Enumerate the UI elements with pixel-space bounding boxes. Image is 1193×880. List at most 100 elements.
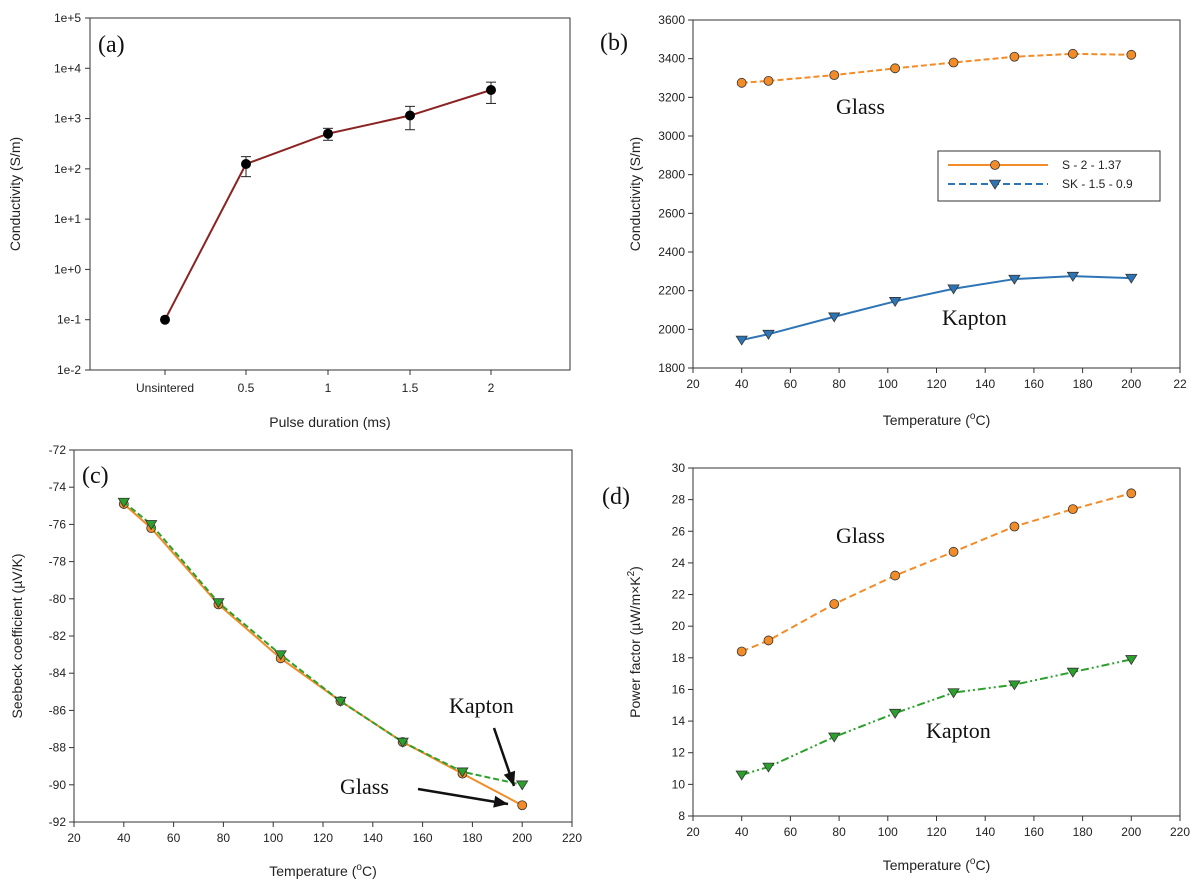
data-point <box>736 77 747 88</box>
data-point <box>1125 655 1138 666</box>
y-tick-label: 1e+3 <box>54 112 81 126</box>
y-tick-label: 2200 <box>658 284 685 298</box>
y-tick-label: 14 <box>672 714 686 728</box>
data-point <box>888 297 902 308</box>
panel-label: (b) <box>600 30 628 56</box>
x-tick-label: 180 <box>462 831 482 845</box>
panel-d: 8 10 12 14 16 18 20 22 24 26 28 30 20 40 60 80 100 120 140… <box>602 461 1190 873</box>
y-tick-label: 2400 <box>658 245 685 259</box>
y-tick-label: 22 <box>672 588 686 602</box>
panel-label: (c) <box>82 463 109 489</box>
series-line <box>123 501 523 786</box>
y-tick-label: 1e+0 <box>54 262 81 276</box>
x-axis-label-text: Temperature ( <box>269 863 356 879</box>
series-line <box>741 658 1132 776</box>
x-tick-label: 1 <box>325 381 332 395</box>
x-tick-label: 220 <box>1170 825 1190 839</box>
data-point <box>241 158 251 169</box>
y-tick-label: 16 <box>672 682 686 696</box>
x-tick-label: Unsintered <box>136 381 194 395</box>
y-tick-label: 3600 <box>658 13 685 27</box>
x-tick-label: 140 <box>363 831 383 845</box>
y-tick-label: -76 <box>49 517 67 531</box>
data-point <box>160 314 170 325</box>
x-axis-label: Temperature (oC) <box>883 411 991 428</box>
series-line <box>123 503 523 807</box>
y-tick-label: -80 <box>49 592 67 606</box>
data-point <box>829 599 840 609</box>
x-tick-label: 200 <box>1121 825 1141 839</box>
panel-c: -92 -90 -88 -86 -84 -82 -80 -78 -76 -74 -72 20 40 60 8… <box>9 443 582 879</box>
data-point <box>828 732 841 743</box>
data-point <box>828 312 841 323</box>
plot-frame <box>73 449 573 823</box>
x-axis-label-suffix: C) <box>362 863 377 879</box>
y-tick-label: 2000 <box>658 322 685 336</box>
arrow-shaft <box>417 787 509 806</box>
y-tick-label: -90 <box>49 778 67 792</box>
y-tick-label: 1e+1 <box>54 212 81 226</box>
series-line <box>741 52 1132 84</box>
x-tick-label: 140 <box>975 825 995 839</box>
legend-box <box>937 150 1161 202</box>
data-point <box>735 770 748 781</box>
y-tick-label: -86 <box>49 703 67 717</box>
x-axis-label-suffix: C) <box>975 412 990 428</box>
data-point <box>1126 488 1137 499</box>
legend-marker <box>990 160 1000 170</box>
legend-entry: S - 2 - 1.37 <box>1062 158 1122 172</box>
y-tick-label: 1e-2 <box>57 363 81 377</box>
x-axis-label: Temperature (oC) <box>269 862 377 879</box>
data-point <box>274 650 287 661</box>
annotation-label: Glass <box>836 94 885 119</box>
y-tick-label: 20 <box>672 619 686 633</box>
x-tick-label: 120 <box>926 377 946 391</box>
x-axis-label-sup: o <box>970 856 976 867</box>
x-axis-label-suffix: C) <box>975 857 990 873</box>
x-tick-label: 60 <box>784 825 798 839</box>
data-point <box>1009 51 1020 62</box>
x-tick-label: 100 <box>263 831 283 845</box>
x-tick-label: 40 <box>735 825 749 839</box>
x-tick-label: 20 <box>686 825 700 839</box>
data-point <box>1067 504 1078 515</box>
data-point <box>947 688 960 699</box>
data-point <box>1009 521 1020 532</box>
x-tick-label: 160 <box>1024 377 1044 391</box>
y-tick-label: 18 <box>672 651 686 665</box>
data-point <box>762 762 775 773</box>
data-point <box>396 737 409 748</box>
y-axis-label-text: Power factor (µW/m×K <box>627 576 643 718</box>
y-axis-label: Power factor (µW/m×K2) <box>626 566 643 718</box>
data-point <box>888 708 902 719</box>
y-tick-label: 24 <box>672 556 686 570</box>
annotation-label: Kapton <box>942 305 1007 330</box>
x-tick-label: 220 <box>562 831 582 845</box>
x-axis-label-sup: o <box>970 411 976 422</box>
y-tick-label: 8 <box>678 809 685 823</box>
annotation-label: Kapton <box>449 693 514 718</box>
x-tick-label: 20 <box>67 831 81 845</box>
data-point <box>456 767 469 778</box>
annotation-label: Glass <box>836 523 885 548</box>
y-axis-label: Seebeck coefficient (µV/K) <box>9 554 25 719</box>
y-axis-label: Conductivity (S/m) <box>627 137 643 251</box>
y-tick-label: 1800 <box>658 361 685 375</box>
y-axis-label-text: Seebeck coefficient (µV/K) <box>9 554 25 719</box>
x-tick-label: 160 <box>1024 825 1044 839</box>
x-axis-label-text: Temperature ( <box>883 857 970 873</box>
panel-a: 1e-2 1e-1 1e+0 1e+1 1e+2 1e+3 1e+4 1e+5 Unsinter… <box>7 11 571 430</box>
y-tick-label: 30 <box>672 461 686 475</box>
panel-label: (d) <box>602 484 630 510</box>
data-point <box>829 70 840 80</box>
x-tick-label: 80 <box>217 831 231 845</box>
data-point <box>735 335 748 346</box>
y-tick-label: -72 <box>49 443 67 457</box>
data-point <box>405 110 415 121</box>
data-point <box>1126 49 1137 60</box>
data-point <box>762 329 775 340</box>
data-point <box>486 84 496 95</box>
x-tick-label: 40 <box>117 831 131 845</box>
x-tick-label: 0.5 <box>238 381 255 395</box>
x-tick-label: 200 <box>1121 377 1141 391</box>
